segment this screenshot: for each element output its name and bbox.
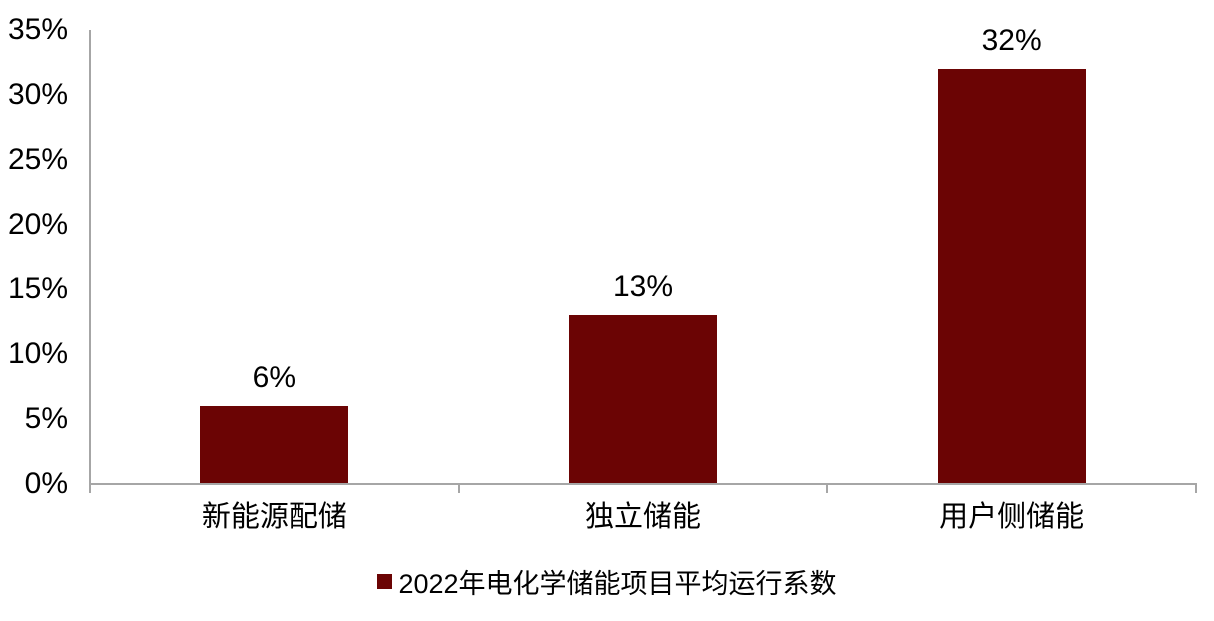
category-label-2: 用户侧储能: [939, 501, 1085, 533]
bar-0: [200, 406, 349, 483]
y-axis-tick-label: 20%: [7, 207, 68, 241]
bar-1: [569, 315, 717, 483]
x-axis-tick: [1195, 484, 1197, 493]
x-axis-tick: [826, 484, 829, 493]
bar-value-label: 13%: [612, 270, 674, 304]
y-axis-line: [89, 30, 91, 493]
category-label-1: 独立储能: [584, 501, 701, 533]
y-axis-tick-label: 25%: [7, 142, 68, 176]
y-axis-tick-label: 30%: [7, 77, 68, 111]
x-axis-line: [89, 483, 1197, 485]
y-axis-tick-label: 15%: [7, 272, 68, 306]
bar-value-label: 6%: [252, 361, 296, 395]
y-axis-tick-label: 35%: [7, 13, 68, 46]
x-axis-tick: [457, 484, 460, 493]
bar-2: [937, 68, 1086, 483]
legend-marker-swatch: [377, 573, 393, 589]
category-label-0: 新能源配储: [201, 501, 347, 533]
bar-value-label: 32%: [981, 23, 1042, 57]
y-axis-tick-label: 5%: [24, 402, 68, 436]
y-axis-tick-label: 10%: [7, 337, 68, 371]
y-axis-tick-label: 0%: [24, 467, 68, 500]
legend-label: 2022年电化学储能项目平均运行系数: [398, 568, 837, 599]
legend: 2022年电化学储能项目平均运行系数: [0, 564, 1214, 599]
